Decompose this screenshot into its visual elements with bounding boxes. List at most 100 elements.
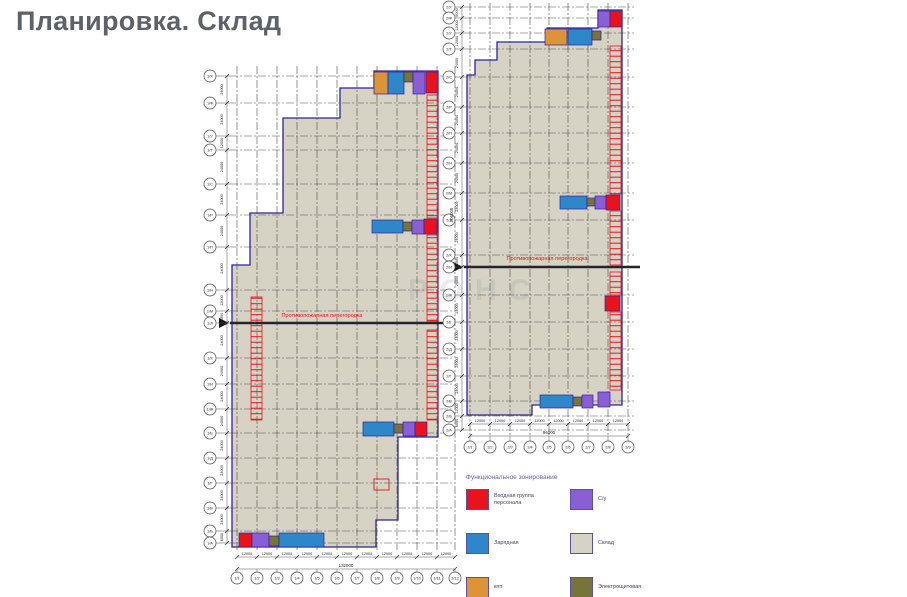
zone-block-olive [586, 197, 596, 207]
axis-label: 1/11 [433, 576, 440, 580]
axis-bubble [203, 240, 217, 254]
axis-label: 2/Н [446, 161, 452, 165]
zone-block-purple [594, 195, 607, 210]
axis-label: 2/6 [565, 445, 570, 449]
dimension-label: 24000 [220, 84, 224, 95]
dimension-tick [224, 430, 230, 436]
axis-bubble [270, 571, 284, 585]
dimension-tick [459, 319, 465, 325]
zone-block-red [609, 10, 623, 28]
zone-block-olive [402, 221, 413, 232]
axis-bubble [310, 571, 324, 585]
zone-block-blue [362, 421, 395, 437]
axis-bubble [203, 451, 217, 465]
zone-block-olive [403, 71, 414, 83]
dimension-label: 12000 [242, 552, 253, 556]
zone-block-purple [251, 532, 270, 548]
dimension-label: 12000 [455, 403, 459, 414]
axis-bubble [442, 409, 456, 423]
axis-bubble [442, 315, 456, 329]
axis-label: 1/Р [207, 213, 213, 217]
dimension-tick [459, 398, 465, 404]
dimension-label: 12000 [382, 552, 393, 556]
zone-block-red [423, 218, 438, 235]
zone-block-red [605, 194, 621, 211]
dimension-tick [314, 554, 320, 560]
dimension-tick [459, 292, 465, 298]
dimension-tick [507, 421, 513, 427]
dimension-label: 12000 [422, 552, 433, 556]
axis-bubble [621, 440, 635, 454]
dimension-tick [459, 15, 465, 21]
dimension-label: 24000 [220, 335, 224, 346]
dimension-label: 6000 [220, 533, 224, 541]
axis-label: 2/Е [446, 320, 452, 324]
zone-block-purple [597, 391, 611, 408]
dimension-label: 24000 [455, 58, 459, 69]
fire-wall-hatch [426, 234, 439, 322]
dimension-tick [459, 373, 465, 379]
zone-block-purple [597, 10, 611, 28]
axis-bubble [203, 476, 217, 490]
axis-label: 1/Х [207, 74, 213, 78]
dimension-label: 6000 [455, 419, 459, 427]
legend-label: Электрощитовая [598, 584, 642, 591]
zone-block-orange [544, 28, 568, 46]
axis-label: 1/М [207, 309, 213, 313]
dimension-label: 24000 [220, 114, 224, 125]
axis-bubble [203, 316, 217, 330]
axis-label: 2/А [446, 428, 452, 432]
axis-bubble [250, 571, 264, 585]
axis-label: 2/К [446, 253, 452, 257]
axis-bubble [448, 571, 462, 585]
plan-left: Противопожарная перегородка 1/Х 1/Ф 1/У 1/Т 1… [203, 66, 462, 585]
axis-label: 1/5 [314, 576, 319, 580]
fire-wall-hatch [250, 296, 263, 421]
dimension-tick [459, 346, 465, 352]
zone-block-red [425, 71, 439, 94]
axis-bubble [442, 156, 456, 170]
legend-item: Зарядная [466, 533, 562, 554]
axis-label: 2/У [446, 31, 452, 35]
dimension-label: 24000 [220, 440, 224, 451]
zone-block-orange [373, 71, 389, 95]
axis-bubble [203, 129, 217, 143]
dimension-total-label: 96000 [543, 430, 556, 435]
dimension-label: 24000 [220, 416, 224, 427]
axis-label: 1/3 [274, 576, 279, 580]
axis-label: 1/Е [207, 431, 213, 435]
axis-bubble [203, 426, 217, 440]
dimension-tick [459, 190, 465, 196]
legend: Функциональное зонирование Входная групп… [466, 474, 666, 597]
legend-color-swatch [466, 489, 489, 510]
dimension-label: 12000 [573, 419, 584, 423]
zone-block-blue [387, 71, 405, 95]
axis-bubble [350, 571, 364, 585]
page-title: Планировка. Склад [16, 6, 282, 36]
dimension-tick [459, 46, 465, 52]
dimension-tick [585, 421, 591, 427]
dimension-tick [224, 528, 230, 534]
dimension-tick [354, 554, 360, 560]
dimension-label: 12000 [593, 419, 604, 423]
axis-label: 1/Л [207, 321, 213, 325]
dimension-tick [414, 554, 420, 560]
dimension-tick [459, 252, 465, 258]
zone-block-purple [581, 394, 594, 409]
dimension-label: 24000 [455, 357, 459, 368]
dimension-total-label: 206000 [449, 207, 454, 222]
legend-item: Входная группа персонала [466, 489, 562, 510]
zone-block-red [373, 478, 390, 491]
legend-item: Склад [570, 533, 666, 554]
axis-label: 1/С [207, 182, 213, 186]
zone-block-olive [393, 423, 404, 434]
axis-label: 2/7 [585, 445, 590, 449]
axis-label: 2/1 [467, 445, 472, 449]
axis-label: 2/3 [507, 445, 512, 449]
axis-bubble [442, 369, 456, 383]
dimension-label: 12000 [302, 552, 313, 556]
legend-item: кпп [466, 577, 562, 597]
zone-block-red [604, 295, 621, 312]
axis-label: 1/П [207, 245, 213, 249]
axis-bubble [290, 571, 304, 585]
